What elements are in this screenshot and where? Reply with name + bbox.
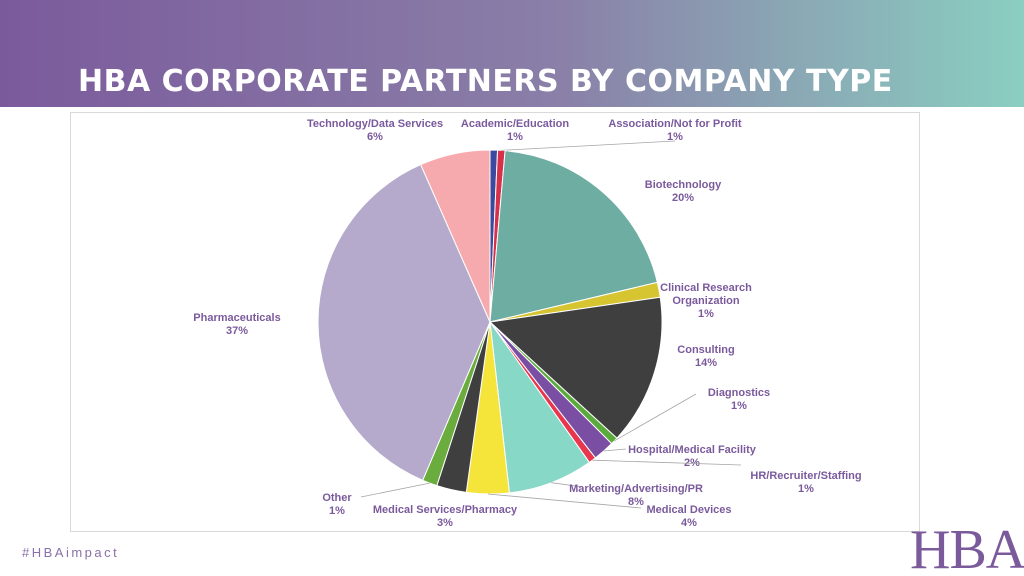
data-label-association-not-for-profit: Association/Not for Profit 1%: [608, 118, 742, 143]
data-label-hr-recruiter-staffing: HR/Recruiter/Staffing 1%: [750, 470, 861, 495]
leader-line: [487, 493, 642, 509]
leader-line: [501, 140, 676, 151]
chart-area: Academic/Education 1% Association/Not for …: [70, 112, 920, 532]
leader-line: [614, 393, 697, 442]
header-banner: [0, 0, 1024, 107]
leader-line: [360, 482, 430, 498]
data-label-medical-devices: Medical Devices 4%: [647, 504, 732, 529]
leader-line: [551, 482, 584, 488]
page-title: HBA CORPORATE PARTNERS BY COMPANY TYPE: [78, 64, 893, 99]
data-label-diagnostics: Diagnostics 1%: [708, 387, 770, 412]
hba-logo: HBA: [906, 526, 1024, 576]
data-label-academic-education: Academic/Education 1%: [461, 118, 569, 143]
pie-slice-consulting: [488, 296, 663, 439]
data-label-hospital-medical-facility: Hospital/Medical Facility 2%: [628, 444, 757, 469]
data-label-consulting: Consulting 14%: [677, 344, 734, 369]
pie-slice-pharmaceuticals: [317, 163, 491, 481]
leader-line: [603, 448, 627, 452]
pie-chart: Academic/Education 1% Association/Not for …: [193, 118, 861, 529]
data-label-other: Other 1%: [322, 492, 352, 517]
pie-slice-biotechnology: [489, 150, 658, 323]
hashtag: #HBAimpact: [22, 545, 120, 560]
logo-text: HBA: [910, 526, 1024, 576]
pie-slice-technology-data-services: [420, 149, 491, 323]
data-label-biotechnology: Biotechnology 20%: [645, 179, 722, 204]
data-label-marketing-advertising-pr: Marketing/Advertising/PR 8%: [569, 483, 703, 508]
data-label-pharmaceuticals: Pharmaceuticals 37%: [193, 312, 280, 337]
data-label-medical-services-pharmacy: Medical Services/Pharmacy 3%: [373, 504, 518, 529]
data-label-clinical-research-organization: Clinical Research Organization 1%: [660, 282, 752, 320]
leader-line: [592, 459, 742, 466]
data-label-technology-data-services: Technology/Data Services 6%: [307, 118, 443, 143]
